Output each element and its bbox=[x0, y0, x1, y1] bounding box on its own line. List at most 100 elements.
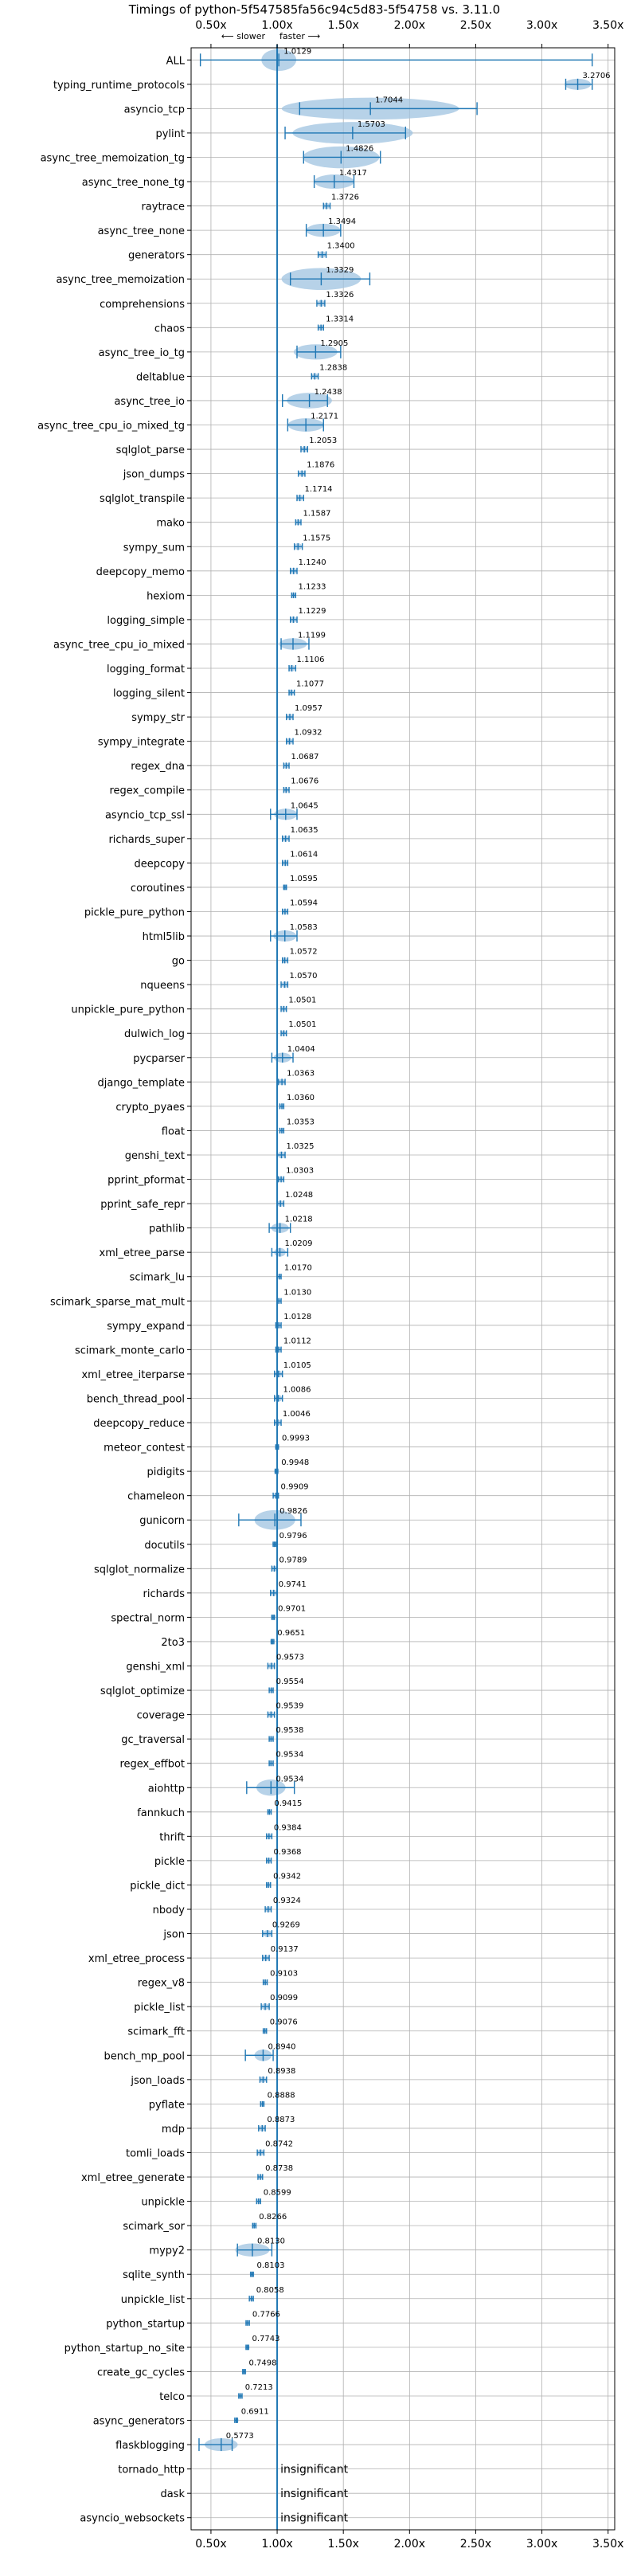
category-label: scimark_sparse_mat_mult bbox=[50, 1296, 185, 1308]
category-label: genshi_text bbox=[125, 1150, 185, 1162]
benchmark-violin bbox=[270, 930, 298, 942]
category-label: go bbox=[172, 956, 185, 968]
value-label: 1.3326 bbox=[326, 291, 354, 299]
label-layer: 1.0129 3.2706 1.7044 1.5703 1.4826 1.4317 1.37… bbox=[226, 47, 611, 2524]
benchmark-violin bbox=[282, 884, 287, 891]
category-label: genshi_xml bbox=[126, 1662, 185, 1674]
value-label: 0.9741 bbox=[279, 1580, 307, 1589]
category-label: async_tree_none_tg bbox=[82, 177, 185, 189]
category-label: sympy_str bbox=[131, 712, 185, 724]
value-label: 1.1587 bbox=[303, 510, 330, 519]
value-label: 1.0218 bbox=[285, 1216, 313, 1224]
benchmark-violin bbox=[262, 1930, 273, 1937]
benchmark-violin bbox=[295, 519, 302, 526]
x-tick-label-bottom: 3.00x bbox=[526, 2538, 557, 2551]
value-label: 1.4826 bbox=[346, 144, 373, 153]
value-label: 1.0645 bbox=[291, 801, 318, 810]
category-label: unpickle bbox=[141, 2197, 185, 2209]
benchmark-violin bbox=[281, 97, 478, 120]
value-label: 1.1106 bbox=[296, 656, 324, 664]
benchmark-violin bbox=[316, 299, 326, 307]
faster-direction-label: faster ⟶ bbox=[279, 31, 320, 41]
category-label: hexiom bbox=[147, 590, 185, 602]
category-label: regex_effbot bbox=[119, 1759, 185, 1771]
benchmark-violin bbox=[283, 762, 290, 769]
value-label: 0.9534 bbox=[276, 1751, 303, 1760]
category-label: nqueens bbox=[140, 980, 185, 992]
value-label: 0.9099 bbox=[270, 1994, 298, 2002]
benchmark-violin bbox=[267, 1662, 276, 1670]
benchmark-violin bbox=[268, 1223, 291, 1233]
x-tick-label-bottom: 0.50x bbox=[195, 2538, 226, 2551]
value-label: 1.0572 bbox=[290, 948, 318, 957]
benchmark-violin bbox=[282, 957, 289, 964]
category-label: bench_thread_pool bbox=[87, 1393, 185, 1405]
category-label: sympy_expand bbox=[107, 1321, 185, 1333]
category-label: deepcopy bbox=[134, 858, 185, 870]
x-tick-label-bottom: 2.00x bbox=[394, 2538, 425, 2551]
value-label: 0.9324 bbox=[273, 1897, 301, 1905]
category-label: spectral_norm bbox=[111, 1612, 185, 1624]
value-label: 1.7044 bbox=[375, 96, 403, 104]
category-label: deepcopy_reduce bbox=[93, 1418, 185, 1430]
value-label: 0.9384 bbox=[274, 1823, 302, 1832]
value-label: 1.3329 bbox=[326, 266, 354, 275]
benchmark-violin bbox=[288, 665, 297, 671]
value-label: 3.2706 bbox=[583, 72, 611, 80]
value-label: 0.9269 bbox=[272, 1921, 300, 1930]
slower-direction-label: ⟵ slower bbox=[221, 31, 266, 41]
category-label: pidigits bbox=[147, 1466, 186, 1478]
benchmark-violin bbox=[282, 835, 290, 842]
value-label: 0.8738 bbox=[265, 2164, 293, 2173]
benchmark-violin bbox=[268, 1760, 274, 1767]
value-label: 0.6911 bbox=[241, 2408, 269, 2417]
category-label: unpickle_pure_python bbox=[71, 1004, 185, 1016]
category-label: pickle_pure_python bbox=[84, 906, 185, 918]
benchmark-violin bbox=[282, 393, 332, 409]
value-label: 1.1233 bbox=[299, 582, 326, 591]
value-label: 1.0248 bbox=[285, 1191, 313, 1200]
benchmark-violin bbox=[280, 1030, 287, 1037]
category-label: fannkuch bbox=[137, 1807, 185, 1819]
category-label: scimark_lu bbox=[130, 1272, 185, 1284]
benchmark-violin bbox=[252, 2222, 257, 2229]
category-label: logging_silent bbox=[113, 688, 185, 700]
value-label: 0.9993 bbox=[282, 1435, 310, 1443]
x-tick-label-bottom: 1.50x bbox=[327, 2538, 358, 2551]
value-label: 0.9534 bbox=[276, 1775, 303, 1783]
category-label: sqlglot_optimize bbox=[100, 1685, 185, 1697]
value-label: 1.2171 bbox=[311, 413, 338, 421]
category-label: pprint_pformat bbox=[107, 1175, 185, 1187]
value-label: 0.5773 bbox=[226, 2432, 254, 2441]
value-label: 1.0595 bbox=[290, 875, 318, 883]
value-label: 0.9651 bbox=[277, 1629, 305, 1638]
category-label: create_gc_cycles bbox=[97, 2367, 185, 2378]
benchmark-violin bbox=[279, 638, 310, 650]
value-label: 1.0570 bbox=[290, 972, 318, 981]
value-label: 1.0932 bbox=[295, 729, 322, 738]
x-tick-label-top: 0.50x bbox=[195, 19, 226, 32]
benchmark-violin bbox=[280, 1005, 287, 1012]
x-tick-label-top: 1.00x bbox=[261, 19, 292, 32]
value-label: 1.0112 bbox=[283, 1337, 311, 1345]
value-label: 1.0957 bbox=[295, 704, 322, 713]
value-label: 0.8130 bbox=[257, 2237, 285, 2246]
category-label: regex_compile bbox=[109, 785, 185, 797]
category-label: pprint_safe_repr bbox=[100, 1199, 185, 1211]
value-label: 1.3726 bbox=[331, 194, 359, 202]
category-label: python_startup bbox=[106, 2318, 185, 2330]
benchmark-violin bbox=[291, 592, 297, 598]
value-label: 1.0130 bbox=[283, 1288, 311, 1297]
value-label: 1.0086 bbox=[283, 1385, 311, 1394]
category-label: async_tree_cpu_io_mixed bbox=[53, 639, 185, 651]
benchmark-violin bbox=[267, 1711, 276, 1718]
benchmark-violin bbox=[262, 1955, 270, 1962]
benchmark-violin bbox=[262, 2028, 268, 2034]
value-label: 0.9538 bbox=[276, 1726, 303, 1735]
value-label: 1.2438 bbox=[315, 388, 342, 397]
value-label: 0.7743 bbox=[252, 2335, 280, 2343]
category-label: coroutines bbox=[131, 883, 185, 895]
category-label: tornado_http bbox=[118, 2464, 185, 2476]
category-label: scimark_fft bbox=[127, 2026, 185, 2038]
